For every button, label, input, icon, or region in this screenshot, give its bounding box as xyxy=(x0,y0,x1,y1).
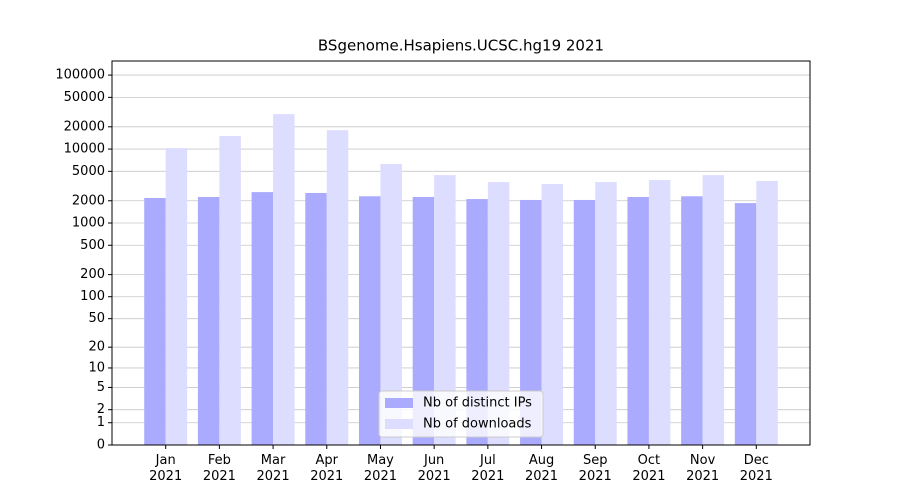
bar xyxy=(197,196,220,445)
y-tick-label: 5 xyxy=(97,380,105,395)
bar xyxy=(681,196,703,445)
bar xyxy=(273,114,295,445)
bar xyxy=(165,148,188,445)
y-tick-label: 100 xyxy=(80,289,105,304)
x-tick-label: Apr 2021 xyxy=(310,453,344,484)
y-tick-label: 100000 xyxy=(55,68,105,83)
legend-swatch xyxy=(385,398,413,408)
y-tick-label: 2000 xyxy=(72,193,105,208)
y-tick-label: 200 xyxy=(80,267,105,282)
x-tick-label: Dec 2021 xyxy=(739,453,773,484)
bar xyxy=(358,196,381,445)
y-tick-label: 500 xyxy=(80,238,105,253)
legend-box xyxy=(378,390,544,438)
y-tick-label: 20000 xyxy=(64,119,105,134)
bar xyxy=(648,180,671,446)
y-tick-label: 1000 xyxy=(72,216,105,231)
bar xyxy=(573,199,596,445)
y-tick-label: 50000 xyxy=(64,90,105,105)
legend-swatch xyxy=(385,419,413,429)
x-tick-label: Sep 2021 xyxy=(578,453,612,484)
x-tick-label: Mar 2021 xyxy=(256,453,290,484)
x-tick-label: Jan 2021 xyxy=(149,453,183,484)
x-tick-label: May 2021 xyxy=(363,453,397,484)
y-tick-label: 1 xyxy=(97,415,105,430)
x-tick-label: Jul 2021 xyxy=(471,453,505,484)
plot-frame xyxy=(111,60,811,446)
bar xyxy=(466,199,488,445)
bar xyxy=(412,196,435,445)
bar xyxy=(756,181,778,445)
x-tick-label: Feb 2021 xyxy=(202,453,236,484)
bar xyxy=(702,175,725,445)
bar xyxy=(487,182,510,445)
bar xyxy=(144,197,166,445)
x-tick-label: Nov 2021 xyxy=(686,453,720,484)
bar xyxy=(595,182,617,445)
x-tick-label: Jun 2021 xyxy=(417,453,451,484)
y-tick-label: 10 xyxy=(88,360,105,375)
bar xyxy=(627,196,649,445)
bar xyxy=(734,203,757,445)
legend-label: Nb of downloads xyxy=(423,417,532,432)
bar xyxy=(380,163,402,445)
legend-label: Nb of distinct IPs xyxy=(423,396,532,411)
y-tick-label: 50 xyxy=(88,311,105,326)
y-tick-label: 10000 xyxy=(64,142,105,157)
legend: Nb of distinct IPs Nb of downloads xyxy=(378,390,544,438)
y-tick-label: 0 xyxy=(97,438,105,453)
bar xyxy=(251,192,274,445)
y-tick-label: 20 xyxy=(88,340,105,355)
bar xyxy=(326,130,349,445)
bar xyxy=(434,175,456,445)
bar xyxy=(305,192,327,445)
bar xyxy=(219,136,241,446)
chart-title: BSgenome.Hsapiens.UCSC.hg19 2021 xyxy=(318,37,604,55)
y-tick-label: 2 xyxy=(97,402,105,417)
bar xyxy=(520,199,542,445)
bar xyxy=(541,184,564,445)
y-tick-label: 5000 xyxy=(72,164,105,179)
x-tick-label: Oct 2021 xyxy=(632,453,666,484)
x-tick-label: Aug 2021 xyxy=(524,453,559,484)
